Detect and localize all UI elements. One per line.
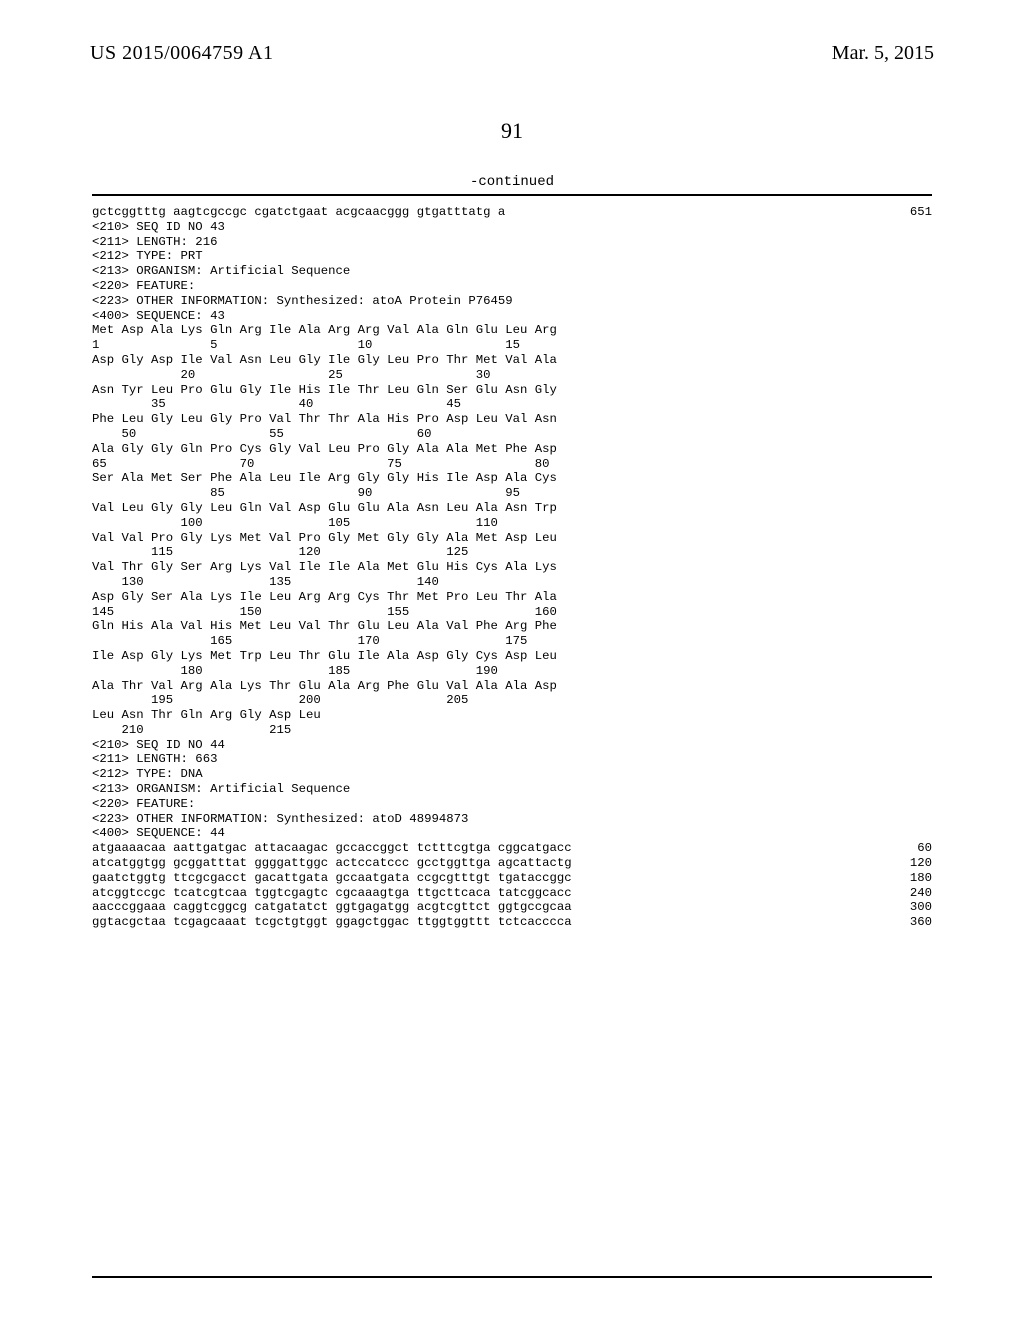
seq-line: 65 70 75 80	[92, 457, 932, 472]
page-number: 91	[0, 118, 1024, 144]
seq-line: gaatctggtg ttcgcgacct gacattgata gccaatg…	[92, 871, 932, 886]
sequence-listing: gctcggtttg aagtcgccgc cgatctgaat acgcaac…	[92, 205, 932, 930]
seq-line: 20 25 30	[92, 368, 932, 383]
seq-count: 300	[910, 900, 932, 915]
seq-line: <213> ORGANISM: Artificial Sequence	[92, 264, 932, 279]
seq-line: atgaaaacaa aattgatgac attacaagac gccaccg…	[92, 841, 932, 856]
seq-line: <223> OTHER INFORMATION: Synthesized: at…	[92, 812, 932, 827]
seq-line: 100 105 110	[92, 516, 932, 531]
continued-label: -continued	[0, 174, 1024, 190]
seq-line: <400> SEQUENCE: 44	[92, 826, 932, 841]
seq-line: aacccggaaa caggtcggcg catgatatct ggtgaga…	[92, 900, 932, 915]
seq-line: <220> FEATURE:	[92, 279, 932, 294]
seq-line: Asp Gly Asp Ile Val Asn Leu Gly Ile Gly …	[92, 353, 932, 368]
seq-count: 360	[910, 915, 932, 930]
seq-line: Ser Ala Met Ser Phe Ala Leu Ile Arg Gly …	[92, 471, 932, 486]
seq-line: atcggtccgc tcatcgtcaa tggtcgagtc cgcaaag…	[92, 886, 932, 901]
seq-line: atcatggtgg gcggatttat ggggattggc actccat…	[92, 856, 932, 871]
seq-line: Phe Leu Gly Leu Gly Pro Val Thr Thr Ala …	[92, 412, 932, 427]
seq-line: gctcggtttg aagtcgccgc cgatctgaat acgcaac…	[92, 205, 932, 220]
seq-line: Asn Tyr Leu Pro Glu Gly Ile His Ile Thr …	[92, 383, 932, 398]
seq-line: <212> TYPE: DNA	[92, 767, 932, 782]
seq-line: <400> SEQUENCE: 43	[92, 309, 932, 324]
seq-line: 85 90 95	[92, 486, 932, 501]
seq-line: <210> SEQ ID NO 43	[92, 220, 932, 235]
seq-line: <212> TYPE: PRT	[92, 249, 932, 264]
page: US 2015/0064759 A1 Mar. 5, 2015 91 -cont…	[0, 0, 1024, 1320]
seq-count: 60	[917, 841, 932, 856]
rule-bottom	[92, 1276, 932, 1278]
seq-line: <213> ORGANISM: Artificial Sequence	[92, 782, 932, 797]
seq-line: Gln His Ala Val His Met Leu Val Thr Glu …	[92, 619, 932, 634]
seq-line: 145 150 155 160	[92, 605, 932, 620]
seq-line: 180 185 190	[92, 664, 932, 679]
seq-line: 35 40 45	[92, 397, 932, 412]
seq-line: 1 5 10 15	[92, 338, 932, 353]
seq-line: 130 135 140	[92, 575, 932, 590]
seq-line: <220> FEATURE:	[92, 797, 932, 812]
seq-count: 240	[910, 886, 932, 901]
seq-line: Ile Asp Gly Lys Met Trp Leu Thr Glu Ile …	[92, 649, 932, 664]
seq-count: 651	[910, 205, 932, 220]
seq-line: 210 215	[92, 723, 932, 738]
seq-line: <211> LENGTH: 663	[92, 752, 932, 767]
seq-line: 195 200 205	[92, 693, 932, 708]
seq-count: 180	[910, 871, 932, 886]
seq-line: 165 170 175	[92, 634, 932, 649]
seq-line: ggtacgctaa tcgagcaaat tcgctgtggt ggagctg…	[92, 915, 932, 930]
pub-number: US 2015/0064759 A1	[90, 42, 273, 65]
seq-line: <223> OTHER INFORMATION: Synthesized: at…	[92, 294, 932, 309]
seq-line: Val Leu Gly Gly Leu Gln Val Asp Glu Glu …	[92, 501, 932, 516]
seq-line: <210> SEQ ID NO 44	[92, 738, 932, 753]
seq-line: Asp Gly Ser Ala Lys Ile Leu Arg Arg Cys …	[92, 590, 932, 605]
seq-line: Met Asp Ala Lys Gln Arg Ile Ala Arg Arg …	[92, 323, 932, 338]
seq-line: Ala Gly Gly Gln Pro Cys Gly Val Leu Pro …	[92, 442, 932, 457]
seq-line: 50 55 60	[92, 427, 932, 442]
seq-line: Val Thr Gly Ser Arg Lys Val Ile Ile Ala …	[92, 560, 932, 575]
seq-line: <211> LENGTH: 216	[92, 235, 932, 250]
seq-line: Val Val Pro Gly Lys Met Val Pro Gly Met …	[92, 531, 932, 546]
rule-top	[92, 194, 932, 196]
pub-date: Mar. 5, 2015	[832, 42, 934, 65]
seq-line: 115 120 125	[92, 545, 932, 560]
seq-line: Ala Thr Val Arg Ala Lys Thr Glu Ala Arg …	[92, 679, 932, 694]
seq-count: 120	[910, 856, 932, 871]
seq-line: Leu Asn Thr Gln Arg Gly Asp Leu	[92, 708, 932, 723]
